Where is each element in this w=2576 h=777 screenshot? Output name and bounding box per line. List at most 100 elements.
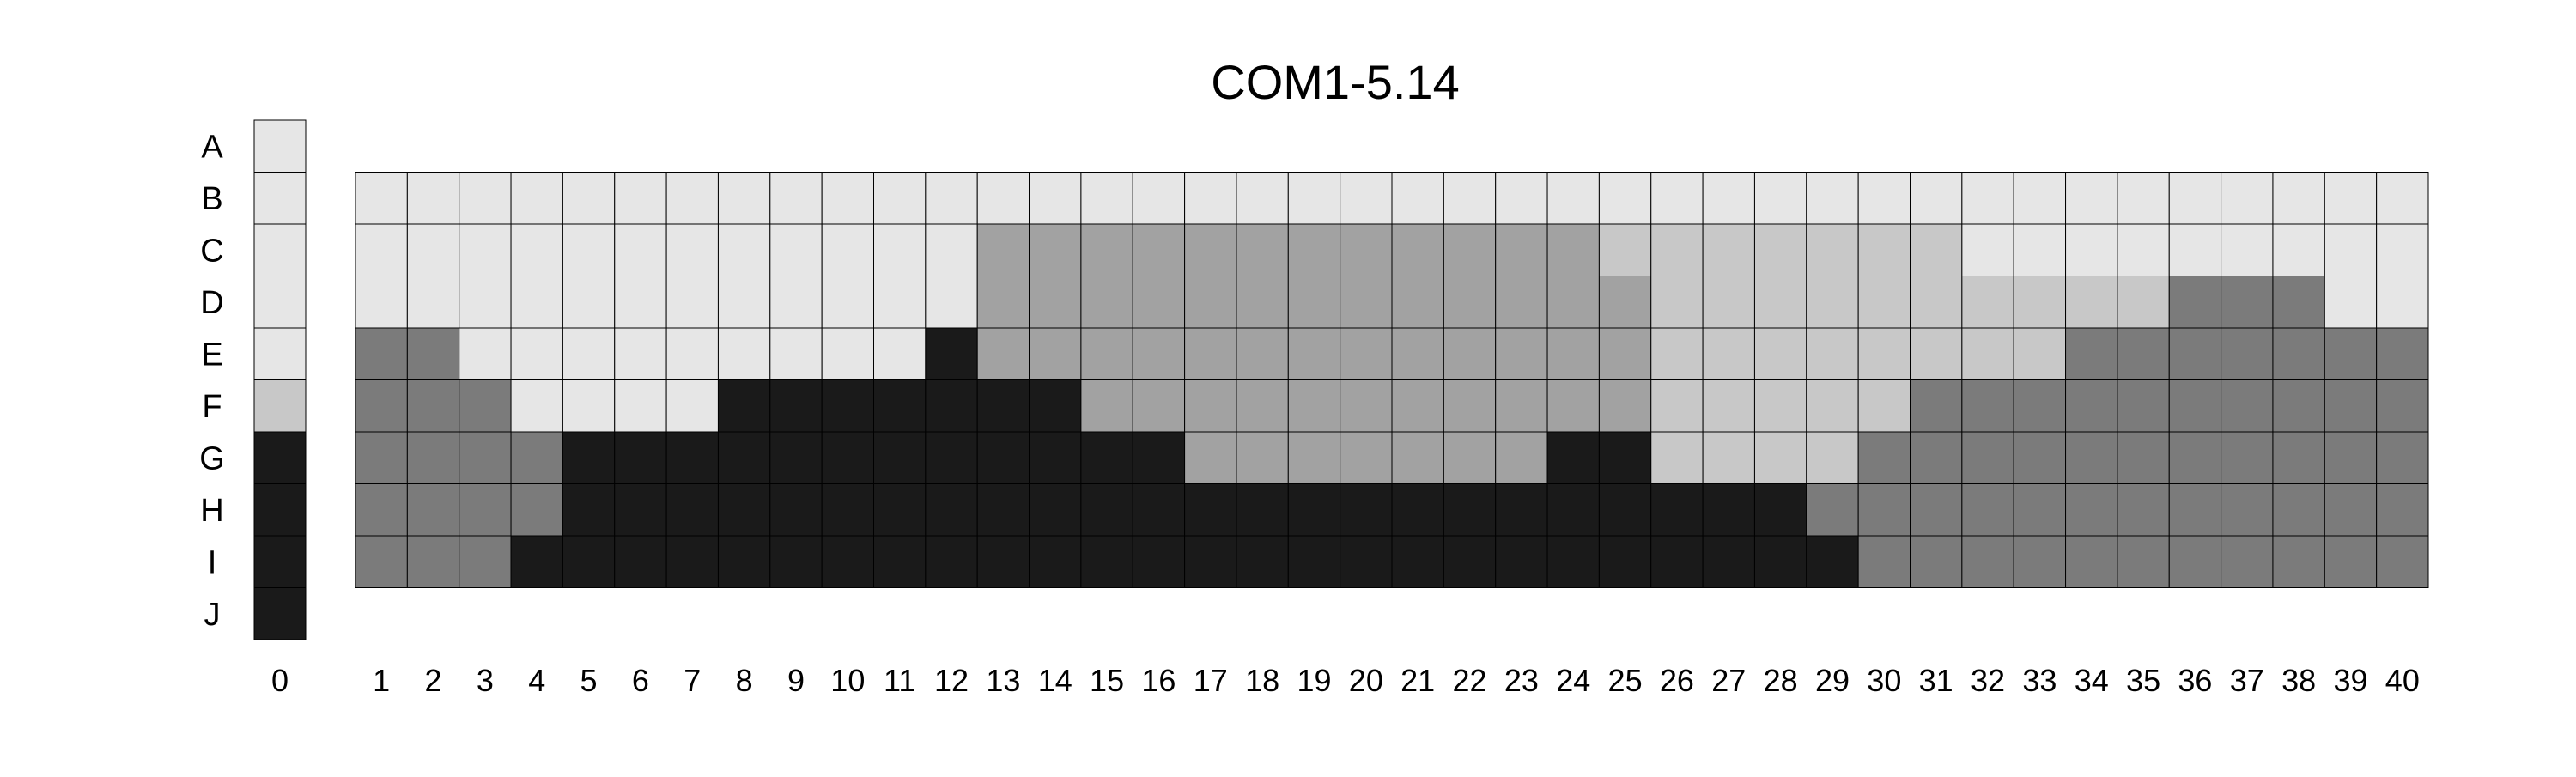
- cell-g-5: [562, 431, 616, 484]
- column-label-19: 19: [1297, 663, 1331, 698]
- column-label-27: 27: [1711, 663, 1746, 698]
- cell-h-36: [2168, 483, 2222, 537]
- cell-d-8: [717, 276, 771, 329]
- reference-cell-f: [253, 379, 307, 433]
- cell-h-17: [1184, 483, 1237, 537]
- cell-i-19: [1287, 535, 1341, 588]
- cell-f-11: [873, 379, 927, 433]
- cell-i-30: [1857, 535, 1911, 588]
- cell-c-29: [1806, 223, 1859, 276]
- cell-h-20: [1340, 483, 1393, 537]
- cell-i-4: [510, 535, 563, 588]
- column-label-5: 5: [580, 663, 598, 698]
- cell-b-14: [1029, 172, 1082, 225]
- cell-d-25: [1598, 276, 1652, 329]
- cell-g-15: [1080, 431, 1133, 484]
- cell-i-17: [1184, 535, 1237, 588]
- cell-c-39: [2324, 223, 2378, 276]
- cell-f-9: [769, 379, 823, 433]
- cell-b-36: [2168, 172, 2222, 225]
- cell-g-10: [821, 431, 875, 484]
- cell-h-2: [406, 483, 460, 537]
- cell-i-11: [873, 535, 927, 588]
- cell-i-37: [2221, 535, 2274, 588]
- cell-g-3: [459, 431, 512, 484]
- cell-c-27: [1702, 223, 1755, 276]
- reference-cell-j: [253, 587, 307, 640]
- cell-e-37: [2221, 327, 2274, 380]
- column-label-21: 21: [1400, 663, 1435, 698]
- cell-e-9: [769, 327, 823, 380]
- cell-e-21: [1391, 327, 1444, 380]
- cell-g-1: [355, 431, 408, 484]
- cell-f-7: [665, 379, 719, 433]
- cell-g-38: [2272, 431, 2325, 484]
- cell-b-22: [1443, 172, 1497, 225]
- cell-c-15: [1080, 223, 1133, 276]
- cell-b-27: [1702, 172, 1755, 225]
- cell-d-4: [510, 276, 563, 329]
- column-label-40: 40: [2385, 663, 2420, 698]
- cell-d-13: [976, 276, 1030, 329]
- cell-c-2: [406, 223, 460, 276]
- cell-e-1: [355, 327, 408, 380]
- column-label-20: 20: [1349, 663, 1383, 698]
- cell-g-21: [1391, 431, 1444, 484]
- cell-f-25: [1598, 379, 1652, 433]
- cell-d-2: [406, 276, 460, 329]
- cell-f-20: [1340, 379, 1393, 433]
- cell-h-15: [1080, 483, 1133, 537]
- cell-e-36: [2168, 327, 2222, 380]
- column-label-26: 26: [1660, 663, 1694, 698]
- cell-e-6: [614, 327, 667, 380]
- cell-i-24: [1546, 535, 1600, 588]
- cell-d-20: [1340, 276, 1393, 329]
- cell-h-29: [1806, 483, 1859, 537]
- column-label-17: 17: [1194, 663, 1228, 698]
- cell-e-2: [406, 327, 460, 380]
- column-labels: 0 1 2 3 4 5 6 7 8 9 10 11 12 13 14 15 16 17 18 19 20 21 22 23 24…: [271, 663, 2420, 698]
- column-label-15: 15: [1090, 663, 1124, 698]
- cell-g-17: [1184, 431, 1237, 484]
- cell-g-23: [1495, 431, 1548, 484]
- cell-i-26: [1650, 535, 1704, 588]
- cell-h-22: [1443, 483, 1497, 537]
- cell-f-31: [1910, 379, 1963, 433]
- cell-i-21: [1391, 535, 1444, 588]
- cell-g-7: [665, 431, 719, 484]
- column-label-13: 13: [986, 663, 1020, 698]
- cell-i-33: [2013, 535, 2067, 588]
- cell-i-38: [2272, 535, 2325, 588]
- cell-f-37: [2221, 379, 2274, 433]
- cell-e-24: [1546, 327, 1600, 380]
- cell-c-38: [2272, 223, 2325, 276]
- cell-e-7: [665, 327, 719, 380]
- row-label-j: J: [204, 597, 221, 633]
- cell-h-33: [2013, 483, 2067, 537]
- cell-b-37: [2221, 172, 2274, 225]
- column-label-25: 25: [1608, 663, 1643, 698]
- cell-g-4: [510, 431, 563, 484]
- cell-h-10: [821, 483, 875, 537]
- cell-f-2: [406, 379, 460, 433]
- cell-d-34: [2065, 276, 2118, 329]
- cell-b-19: [1287, 172, 1341, 225]
- cell-f-10: [821, 379, 875, 433]
- cell-h-40: [2376, 483, 2429, 537]
- cell-c-1: [355, 223, 408, 276]
- cell-c-21: [1391, 223, 1444, 276]
- cell-d-28: [1753, 276, 1807, 329]
- cell-d-21: [1391, 276, 1444, 329]
- cell-h-1: [355, 483, 408, 537]
- column-label-8: 8: [736, 663, 753, 698]
- cell-i-6: [614, 535, 667, 588]
- cell-f-39: [2324, 379, 2378, 433]
- cell-h-24: [1546, 483, 1600, 537]
- cell-i-7: [665, 535, 719, 588]
- cell-h-5: [562, 483, 616, 537]
- cell-h-30: [1857, 483, 1911, 537]
- cell-c-23: [1495, 223, 1548, 276]
- cell-c-31: [1910, 223, 1963, 276]
- cell-e-25: [1598, 327, 1652, 380]
